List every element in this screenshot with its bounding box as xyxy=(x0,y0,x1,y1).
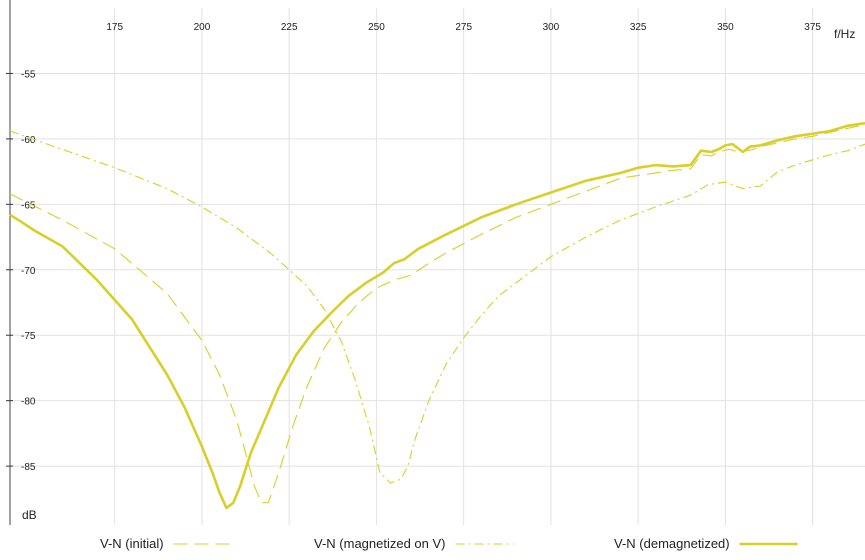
y-tick-label: -65 xyxy=(21,200,36,211)
axis-layer: 175 200 225 250 275 300 325 350 375 -55 -60 -65 -70 -… xyxy=(6,0,855,525)
x-tick-label: 175 xyxy=(106,22,123,33)
x-tick-label: 350 xyxy=(717,22,734,33)
x-tick-label: 275 xyxy=(455,22,472,33)
x-tick-label: 300 xyxy=(543,22,560,33)
x-tick-label: 375 xyxy=(804,22,821,33)
y-tick-label: -60 xyxy=(21,135,36,146)
y-tick-label: -75 xyxy=(21,331,36,342)
y-tick-label: -80 xyxy=(21,397,36,408)
x-tick-label: 325 xyxy=(630,22,647,33)
series-line-2 xyxy=(9,121,865,510)
grid-layer xyxy=(10,8,865,525)
legend-label-1: V-N (magnetized on V) xyxy=(314,536,446,551)
x-tick-label: 225 xyxy=(281,22,298,33)
series-layer xyxy=(9,121,865,510)
x-tick-label: 200 xyxy=(194,22,211,33)
x-axis-unit-label: f/Hz xyxy=(834,27,855,41)
x-tick-label: 250 xyxy=(368,22,385,33)
y-tick-label: -55 xyxy=(21,69,36,80)
y-tick-label: -85 xyxy=(21,462,36,473)
legend-label-2: V-N (demagnetized) xyxy=(614,536,730,551)
series-line-1 xyxy=(9,130,865,484)
series-line-0 xyxy=(9,123,865,504)
y-tick-label: -70 xyxy=(21,266,36,277)
legend-label-0: V-N (initial) xyxy=(100,536,164,551)
y-axis-unit-label: dB xyxy=(22,508,37,522)
legend-layer: V-N (initial) V-N (magnetized on V) V-N (d… xyxy=(100,536,798,551)
